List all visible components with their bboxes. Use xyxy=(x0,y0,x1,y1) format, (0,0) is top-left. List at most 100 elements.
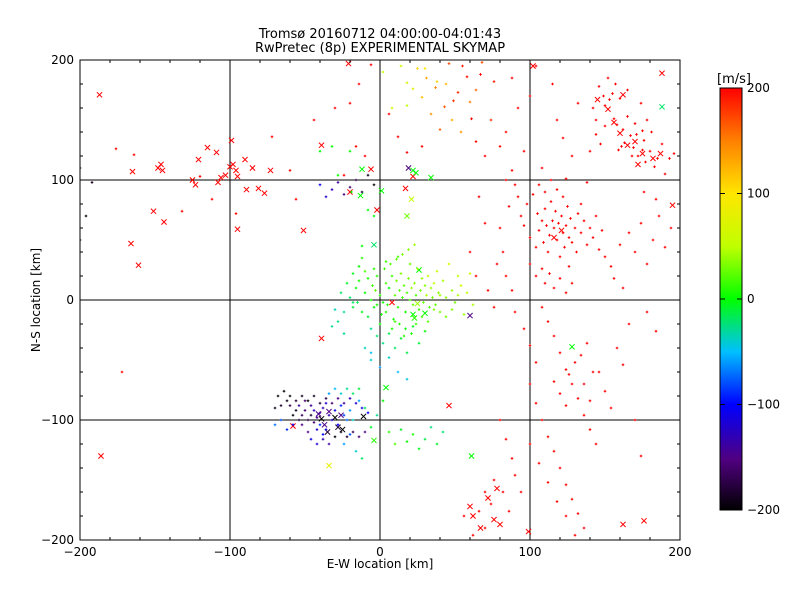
scatter-point-plus xyxy=(627,322,631,326)
scatter-point-plus xyxy=(570,241,574,244)
scatter-point-plus xyxy=(450,308,454,311)
scatter-point-plus xyxy=(519,214,523,218)
scatter-point-plus xyxy=(378,365,382,369)
scatter-point-x xyxy=(624,142,631,149)
scatter-point-plus xyxy=(641,148,644,152)
scatter-point-plus xyxy=(366,173,370,177)
scatter-point-plus xyxy=(396,255,400,259)
scatter-point-x xyxy=(249,165,256,171)
scatter-point-plus xyxy=(366,277,370,280)
scatter-point-plus xyxy=(405,104,409,107)
scatter-point-plus xyxy=(297,418,301,422)
scatter-point-plus xyxy=(321,433,325,436)
scatter-point-plus xyxy=(357,82,361,86)
scatter-point-plus xyxy=(441,279,445,283)
scatter-point-plus xyxy=(516,106,520,110)
scatter-point-plus xyxy=(579,202,583,206)
scatter-point-plus xyxy=(513,310,517,314)
scatter-point-plus xyxy=(363,154,367,158)
scatter-point-x xyxy=(192,181,199,188)
scatter-point-plus xyxy=(282,389,286,393)
scatter-point-plus xyxy=(417,341,421,345)
x-tick-label: 200 xyxy=(669,545,692,559)
scatter-point-plus xyxy=(288,394,292,398)
scatter-point-plus xyxy=(423,284,427,287)
scatter-point-plus xyxy=(348,397,352,400)
scatter-point-plus xyxy=(327,392,331,395)
scatter-point-plus xyxy=(342,193,346,196)
scatter-point-plus xyxy=(372,267,376,271)
scatter-point-plus xyxy=(540,166,544,170)
scatter-point-plus xyxy=(576,101,580,105)
scatter-point-plus xyxy=(378,322,382,326)
scatter-point-plus xyxy=(360,406,364,410)
scatter-point-plus xyxy=(369,298,373,302)
scatter-point-plus xyxy=(668,157,671,160)
scatter-point-plus xyxy=(540,219,544,223)
scatter-point-plus xyxy=(567,265,571,268)
scatter-point-plus xyxy=(372,214,376,218)
scatter-point-plus xyxy=(354,401,358,405)
scatter-point-plus xyxy=(474,274,478,278)
scatter-point-plus xyxy=(663,245,667,249)
scatter-point-plus xyxy=(654,197,658,201)
scatter-point-plus xyxy=(342,442,346,446)
scatter-point-plus xyxy=(297,404,301,407)
scatter-point-plus xyxy=(603,389,607,393)
scatter-point-plus xyxy=(357,435,361,439)
scatter-point-plus xyxy=(513,183,517,187)
scatter-point-plus xyxy=(405,351,409,355)
scatter-point-plus xyxy=(429,425,433,429)
scatter-point-plus xyxy=(401,296,404,299)
scatter-point-plus xyxy=(570,382,574,386)
scatter-point-plus xyxy=(410,286,413,290)
scatter-point-plus xyxy=(543,190,547,194)
scatter-point-plus xyxy=(602,94,605,98)
scatter-point-x xyxy=(161,219,167,225)
grid-lines xyxy=(80,60,680,540)
scatter-point-plus xyxy=(306,430,310,434)
scatter-point-plus xyxy=(537,229,541,232)
scatter-point-plus xyxy=(408,262,412,266)
scatter-point-plus xyxy=(614,82,617,86)
scatter-point-plus xyxy=(348,296,352,299)
scatter-point-plus xyxy=(489,502,493,506)
scatter-point-x xyxy=(204,144,211,151)
scatter-point-plus xyxy=(542,241,545,244)
scatter-point-plus xyxy=(486,289,490,292)
scatter-point-x xyxy=(195,156,202,163)
scatter-point-plus xyxy=(576,512,580,515)
scatter-point-plus xyxy=(348,149,352,153)
scatter-point-plus xyxy=(336,423,340,427)
scatter-point-plus xyxy=(312,421,316,424)
scatter-point-plus xyxy=(371,284,374,287)
scatter-point-plus xyxy=(528,94,532,98)
x-tick-label: −200 xyxy=(64,545,97,559)
scatter-point-plus xyxy=(612,277,616,280)
scatter-point-plus xyxy=(294,197,298,201)
scatter-point-plus xyxy=(288,404,292,407)
scatter-point-plus xyxy=(402,334,406,338)
scatter-point-x xyxy=(215,179,221,186)
scatter-point-plus xyxy=(441,430,445,434)
scatter-point-plus xyxy=(80,166,82,170)
scatter-point-plus xyxy=(516,195,520,199)
scatter-point-plus xyxy=(321,406,325,410)
colorbar-tick-label: −200 xyxy=(747,503,780,517)
scatter-point-plus xyxy=(411,303,415,307)
scatter-point-plus xyxy=(510,457,514,460)
scatter-point-plus xyxy=(435,269,439,273)
scatter-point-x xyxy=(378,187,385,194)
scatter-point-plus xyxy=(447,62,451,65)
scatter-point-plus xyxy=(636,154,640,158)
scatter-point-plus xyxy=(548,233,551,237)
scatter-point-plus xyxy=(434,86,437,89)
y-tick-label: 200 xyxy=(51,53,74,67)
scatter-point-x xyxy=(300,227,307,234)
data-points xyxy=(80,60,676,537)
scatter-point-plus xyxy=(660,142,664,146)
scatter-point-plus xyxy=(90,181,94,184)
scatter-point-plus xyxy=(420,315,424,319)
scatter-point-plus xyxy=(558,466,562,470)
scatter-point-plus xyxy=(591,236,595,239)
